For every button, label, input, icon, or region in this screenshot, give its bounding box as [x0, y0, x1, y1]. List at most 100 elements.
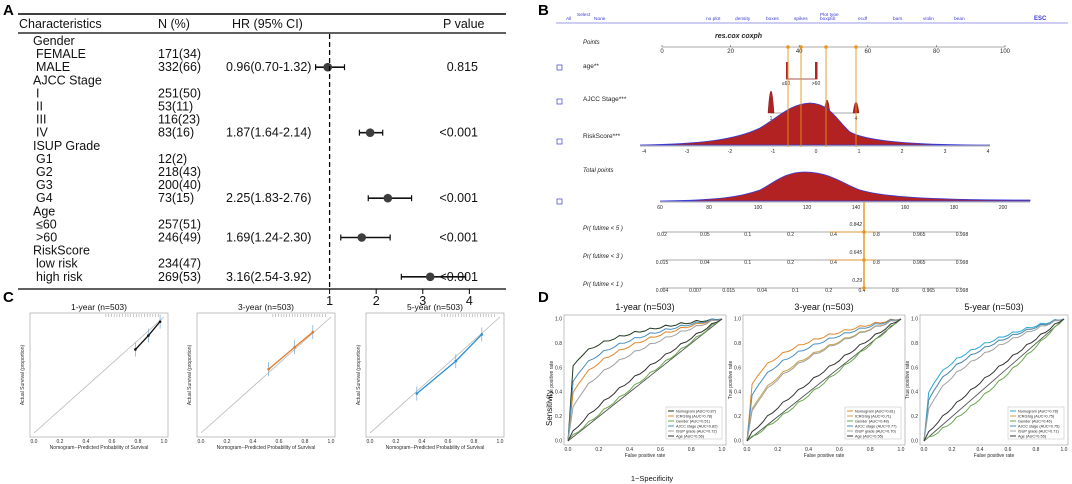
- calibration-point: [267, 367, 270, 371]
- forest-row-label: FEMALE: [36, 47, 86, 61]
- roc-y-tick: 0.2: [911, 414, 918, 420]
- nomogram-riskscore-label: RiskScore***: [583, 133, 621, 140]
- roc-y-tick: 0.8: [911, 341, 918, 347]
- calibration-point: [311, 330, 315, 334]
- roc-y-tick: 1.0: [734, 317, 741, 323]
- forest-row-label: ISUP Grade: [33, 139, 100, 153]
- roc-curve: [567, 318, 723, 442]
- roc-y-tick: 1.0: [555, 317, 562, 323]
- forest-row-n: 53(11): [158, 100, 193, 114]
- calibration-x-tick: 0.8: [302, 439, 309, 445]
- roc-y-tick: 0.0: [555, 439, 562, 445]
- roc-x-tick: 0.0: [565, 447, 572, 453]
- calibration-x-tick: 0.2: [393, 439, 400, 445]
- forest-point-estimate: [365, 128, 375, 137]
- toolbar-label: violin: [923, 16, 934, 22]
- forest-row-hr: 2.25(1.83-2.76): [226, 191, 311, 205]
- calibration-ideal-line: [33, 316, 165, 434]
- forest-row-label: Gender: [33, 34, 75, 48]
- roc-legend-entry: ICRGSig (AUC=0.75): [1018, 415, 1055, 419]
- roc-diagonal: [923, 318, 1065, 442]
- forest-row-label: G2: [36, 165, 53, 179]
- roc-legend-entry: Nomogram (AUC=0.87): [676, 410, 717, 414]
- roc-legend-entry: AJCC stage (AUC=0.75): [1018, 425, 1060, 429]
- panel-letter-a: A: [3, 2, 14, 19]
- nomogram-total-label: Total points: [583, 168, 613, 174]
- toolbar-label: spikes: [794, 16, 808, 22]
- calibration-ideal-line: [200, 316, 332, 434]
- roc-specificity-label: 1−Specificity: [631, 474, 674, 483]
- forest-row-label: G4: [36, 191, 53, 205]
- calibration-x-tick: 0.0: [31, 439, 38, 445]
- age-checkbox: [556, 64, 563, 71]
- roc-curve: [746, 318, 902, 442]
- nomogram-points-tick-label: 40: [796, 49, 803, 55]
- riskscore-tick: 4: [987, 149, 990, 155]
- roc-x-tick: 0.6: [657, 447, 664, 453]
- nomogram-points-label: Points: [583, 40, 600, 46]
- forest-row-n: 246(49): [158, 231, 201, 245]
- pr3-tick: 0.1: [744, 260, 751, 266]
- calibration-x-tick: 1.0: [161, 439, 168, 445]
- pr3-tick: 0.015: [656, 260, 669, 266]
- forest-row-hr: 0.96(0.70-1.32): [226, 60, 311, 74]
- pr3-tick: 0.04: [700, 260, 710, 266]
- roc-legend-entry: Nomogram (AUC=0.81): [855, 410, 896, 414]
- forest-row-hr: 1.69(1.24-2.30): [226, 231, 311, 245]
- forest-point-estimate: [383, 193, 393, 203]
- pr5-tick: 0.998: [956, 232, 969, 238]
- roc-y-tick: 0.0: [911, 439, 918, 445]
- calibration-x-label: Nomogram--Predicted Probability of Survi…: [386, 445, 485, 451]
- nomogram-guide-dot: [786, 45, 790, 49]
- calibration-y-label: Actual Survival (proportion): [187, 345, 193, 406]
- forest-row-hr: 3.16(2.54-3.92): [226, 270, 311, 284]
- roc-curve: [746, 318, 902, 442]
- toolbar-label: density: [735, 16, 751, 22]
- roc-x-tick: 0.4: [626, 447, 633, 453]
- roc-x-tick: 1.0: [1061, 447, 1068, 453]
- calibration-x-tick: 0.4: [419, 439, 426, 445]
- pr3-tick: 0.998: [956, 260, 969, 266]
- pr5-tick: 0.4: [830, 232, 837, 238]
- age-bar-low: [786, 62, 789, 79]
- roc-legend-entry: AJCC stage (AUC=0.77): [855, 425, 897, 429]
- riskscore-checkbox: [556, 138, 563, 145]
- roc-legend-entry: Gender (AUC=0.51): [676, 420, 711, 424]
- roc-sensitivity-label: Sensitivity: [545, 390, 554, 426]
- roc-curve: [746, 318, 902, 442]
- forest-row-n: 171(34): [158, 47, 201, 61]
- header-hr: HR (95% CI): [232, 17, 303, 31]
- pr1-tick: 0.007: [689, 288, 702, 294]
- forest-row-n: 218(43): [158, 165, 201, 179]
- panel-letter-b: B: [538, 2, 549, 19]
- pr1-tick: 0.04: [757, 288, 767, 294]
- calibration-x-tick: 0.0: [198, 439, 205, 445]
- ajcc-checkbox: [556, 98, 563, 105]
- forest-row-p: <0.001: [439, 191, 478, 205]
- total-tick: 60: [657, 205, 663, 211]
- roc-y-tick: 0.2: [734, 414, 741, 420]
- toolbar-label: All: [566, 16, 571, 22]
- riskscore-tick: 2: [901, 149, 904, 155]
- roc-frame: [919, 314, 1069, 446]
- total-checkbox: [556, 198, 563, 205]
- calibration-ideal-line: [369, 316, 501, 434]
- calibration-point: [415, 392, 419, 395]
- forest-row-label: >60: [36, 231, 57, 245]
- roc-y-tick: 0.2: [555, 414, 562, 420]
- roc-y-tick: 1.0: [911, 317, 918, 323]
- total-tick: 120: [803, 205, 812, 211]
- toolbar-label: bars: [893, 16, 903, 22]
- calibration-x-tick: 0.8: [135, 439, 142, 445]
- calibration-x-tick: 0.2: [57, 439, 64, 445]
- toolbar-label: bean: [954, 16, 965, 22]
- forest-row-n: 257(51): [158, 217, 201, 231]
- roc-legend-entry: Gender (AUC=0.46): [1018, 420, 1053, 424]
- roc-x-label: False positive rate: [625, 453, 666, 459]
- panel-letter-c: C: [3, 289, 14, 306]
- forest-row-n: 234(47): [158, 257, 201, 271]
- calibration-point: [293, 345, 296, 349]
